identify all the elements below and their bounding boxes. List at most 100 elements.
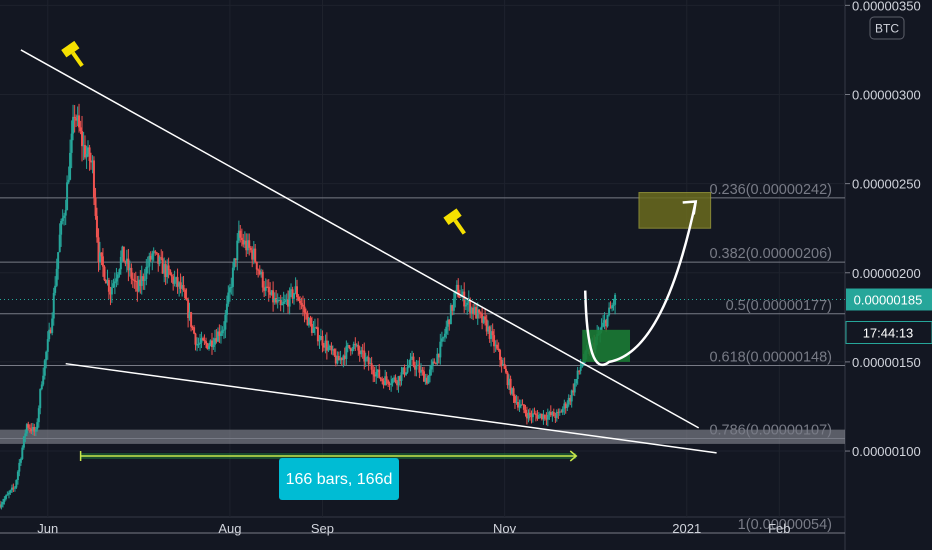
candle-body xyxy=(461,291,464,295)
candle-body xyxy=(81,131,84,147)
price-tick-label: 0.00000100 xyxy=(852,444,921,459)
candle-body xyxy=(512,388,515,397)
candle-body xyxy=(115,278,118,282)
candle-body xyxy=(555,411,558,418)
currency-badge[interactable]: BTC xyxy=(869,16,905,40)
candle-body xyxy=(261,271,264,288)
candle-body xyxy=(540,413,543,420)
candle-body xyxy=(300,303,303,305)
target-box xyxy=(638,192,712,229)
candle-body xyxy=(339,357,342,361)
candle-body xyxy=(239,230,242,238)
time-axis[interactable]: Jun Aug Sep Nov 2021 Feb xyxy=(37,521,790,536)
candle-body xyxy=(542,414,545,420)
candle-body xyxy=(248,240,251,248)
candle-body xyxy=(86,147,89,154)
candle-body xyxy=(97,237,100,263)
candle-body xyxy=(576,370,579,380)
candle-body xyxy=(372,369,375,375)
candle-body xyxy=(191,326,194,328)
candle-body xyxy=(500,359,503,366)
fib-retracement: 0.236(0.00000242) 0.382(0.00000206) 0.5(0.… xyxy=(0,182,845,534)
fib-level-label: 0.382(0.00000206) xyxy=(709,246,832,262)
candle-body xyxy=(200,338,203,343)
candle-body xyxy=(45,351,48,361)
candle-body xyxy=(385,376,388,381)
price-tick-label: 0.00000250 xyxy=(852,177,921,192)
candle-body xyxy=(281,303,284,306)
candle-body xyxy=(411,356,414,359)
candle-body xyxy=(9,490,12,493)
candle-body xyxy=(482,316,485,323)
candle-body xyxy=(31,426,34,432)
candle-body xyxy=(606,314,609,327)
candle-body xyxy=(291,289,294,299)
candle-body xyxy=(40,384,43,390)
candle-body xyxy=(266,286,269,288)
candle-body xyxy=(95,215,98,238)
candle-body xyxy=(396,381,399,386)
price-tick-label: 0.00000200 xyxy=(852,266,921,281)
time-tick-label: 2021 xyxy=(672,521,701,536)
candle-body xyxy=(476,309,479,319)
candle-body xyxy=(507,378,510,386)
candle-body xyxy=(230,286,233,288)
candle-body xyxy=(600,326,603,332)
candle-body xyxy=(170,274,173,277)
candle-body xyxy=(367,357,370,365)
candle-body xyxy=(54,285,57,293)
candle-body xyxy=(267,286,270,293)
candle-body xyxy=(236,240,239,261)
candle-body xyxy=(340,357,343,361)
candle-body xyxy=(387,380,390,384)
candle-body xyxy=(306,313,309,326)
candle-body xyxy=(78,115,81,128)
candle-body xyxy=(358,350,361,355)
fib-level-label: 1(0.00000054) xyxy=(738,517,832,533)
candle-body xyxy=(218,331,221,336)
hammer-icon xyxy=(61,40,84,68)
candle-body xyxy=(288,290,291,307)
candle-body xyxy=(427,375,430,384)
candle-body xyxy=(473,307,476,314)
candle-body xyxy=(296,286,299,298)
candle-body xyxy=(24,433,27,437)
candle-body xyxy=(88,147,91,161)
fib-level-label: 0.5(0.00000177) xyxy=(726,298,832,314)
candle-body xyxy=(221,330,224,334)
candle-body xyxy=(216,331,219,342)
candle-body xyxy=(575,379,578,384)
candle-body xyxy=(255,261,258,270)
candle-body xyxy=(530,415,533,418)
candle-body xyxy=(543,414,546,419)
candle-body xyxy=(254,248,257,262)
candle-body xyxy=(307,317,310,326)
candle-body xyxy=(25,424,28,434)
fib-level-label: 0.236(0.00000242) xyxy=(709,182,832,198)
price-axis[interactable]: 0.00000350 0.00000300 0.00000250 0.00000200… xyxy=(845,0,921,459)
date-range-measure[interactable]: 166 bars, 166d xyxy=(279,458,399,500)
candle-body xyxy=(176,277,179,287)
candle-body xyxy=(378,369,381,378)
candle-body xyxy=(89,160,92,163)
candle-body xyxy=(246,240,249,251)
candle-body xyxy=(363,350,366,362)
candle-body xyxy=(39,389,42,409)
candle-body xyxy=(193,327,196,334)
candle-body xyxy=(431,361,434,365)
candle-body xyxy=(234,258,237,261)
candle-body xyxy=(336,355,339,364)
candle-body xyxy=(567,397,570,405)
candle-body xyxy=(188,312,191,319)
candle-body xyxy=(237,230,240,241)
candle-body xyxy=(451,305,454,311)
candle-body xyxy=(75,118,78,121)
candle-body xyxy=(127,258,130,271)
candle-body xyxy=(331,349,334,351)
candle-body xyxy=(549,411,552,416)
candle-body xyxy=(469,300,472,314)
candle-body xyxy=(505,368,508,373)
candle-body xyxy=(190,312,193,327)
countdown-badge xyxy=(845,321,932,345)
